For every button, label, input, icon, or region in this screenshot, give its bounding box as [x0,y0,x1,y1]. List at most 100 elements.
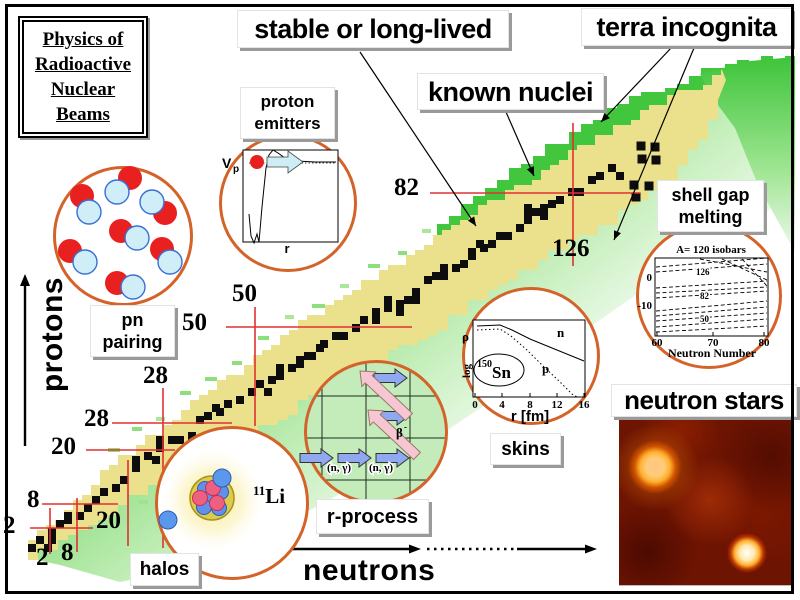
stable-nucleus-square [76,512,84,520]
stable-nucleus-square [256,380,264,388]
stable-nucleus-square [452,264,460,272]
drip-line-dash [398,251,407,255]
stable-nucleus-square [651,155,661,165]
halos-label: halos [130,553,199,586]
magic-number-2: 2 [36,544,49,571]
stable-nucleus-square [144,452,152,460]
proton-emitters-label-line: emitters [254,114,321,133]
stable-nucleus-square [608,164,616,172]
stable-nucleus-square [396,308,404,316]
stable-nucleus-square [384,304,392,312]
magic-number-50: 50 [182,309,207,336]
drip-line-dash [368,264,380,268]
stable-nucleus-square [432,272,440,280]
title-line: Nuclear [50,79,116,100]
stable-pointer-head [467,216,476,226]
stable-nucleus-square [28,544,36,552]
stable-nucleus-square [480,244,488,252]
stable-nucleus-square [308,352,316,360]
stable-nucleus-square [36,536,44,544]
stable-nucleus-square [540,204,548,212]
stable-nucleus-square [384,296,392,304]
drip-line-dash [422,229,431,233]
stable-nucleus-square [168,436,176,444]
proton-emitters-circle [219,134,357,272]
magic-number-28: 28 [143,362,168,389]
stable-nucleus-square [196,416,204,424]
stable-nucleus-square [644,181,654,191]
skins-label: skins [490,433,561,465]
stable-nucleus-square [568,188,576,196]
stable-nucleus-square [440,264,448,272]
li11-symbol: Li [265,484,286,508]
stable-nucleus-square [404,296,412,304]
shell-gap-circle [636,223,782,369]
stable-nucleus-square [372,316,380,324]
stable-nucleus-square [100,488,108,496]
stable-nucleus-square [650,142,660,152]
stable-nucleus-square [636,141,646,151]
title-line: Beams [56,104,110,125]
pn-pairing-label-line: pn [121,310,144,330]
terra-pointer-1 [600,46,673,123]
title-line: Physics of [42,29,124,50]
stable-nucleus-square [352,324,360,332]
stable-nucleus-square [276,372,284,380]
title-line: Radioactive [34,54,132,75]
stable-nucleus-square [588,176,596,184]
r-process-circle [304,360,448,504]
drip-line-dash [312,304,325,308]
skins-circle [462,287,600,425]
stable-nucleus-square [631,192,641,202]
stable-nucleus-square [412,288,420,296]
stable-nucleus-square [468,248,476,256]
stable-label: stable or long-lived [237,10,509,48]
stable-nucleus-square [156,436,164,444]
pn-pairing-label-line: pairing [102,332,163,352]
stable-nucleus-square [44,544,52,552]
stable-nucleus-square [412,296,420,304]
neutron-stars-label: neutron stars [611,384,797,417]
stable-nucleus-square [132,464,140,472]
stable-nucleus-square [516,224,524,232]
drip-line-dash [205,377,217,381]
magic-number-2: 2 [3,512,16,539]
terra-pointer-2-head [614,230,621,240]
stable-nucleus-square [152,456,160,464]
stable-nucleus-square [276,364,284,372]
stable-nucleus-square [629,180,639,190]
stable-nucleus-square [360,316,368,324]
magic-number-20: 20 [51,433,76,460]
stable-nucleus-square [132,456,140,464]
pn-pairing-label: pn pairing [90,305,175,357]
stable-nucleus-square [204,412,212,420]
neutrons-axis-arrowhead-end [585,544,597,554]
drip-line-dash [285,315,294,319]
drip-line-dash [156,417,165,421]
drip-line-dash [138,500,148,504]
stable-nucleus-square [504,232,512,240]
stable-nucleus-square [548,200,556,208]
stable-nucleus-square [268,376,276,384]
stable-nucleus-square [224,400,232,408]
terra-pointer-1-head [601,112,610,122]
stable-nucleus-square [288,364,296,372]
stable-nucleus-square [112,484,120,492]
stable-nucleus-square [216,408,224,416]
known-nuclei-pointer-head [526,166,534,176]
drip-line-dash [340,284,349,288]
protons-axis-label: protons [36,277,69,393]
stable-nucleus-square [576,188,584,196]
li11-isotope-label: 11Li [253,483,285,509]
stable-nucleus-square [340,332,348,340]
stable-nucleus-square [524,212,532,220]
shell-gap-melting-label: shell gap melting [657,180,764,232]
stable-nucleus-square [540,212,548,220]
known-nuclei-pointer [505,111,535,177]
neutron-stars-image [619,420,794,586]
stable-nucleus-square [488,240,496,248]
drip-line-dash [232,361,242,365]
magic-number-126: 126 [552,235,590,262]
proton-emitters-label: proton emitters [240,87,335,139]
magic-number-20: 20 [96,507,121,534]
